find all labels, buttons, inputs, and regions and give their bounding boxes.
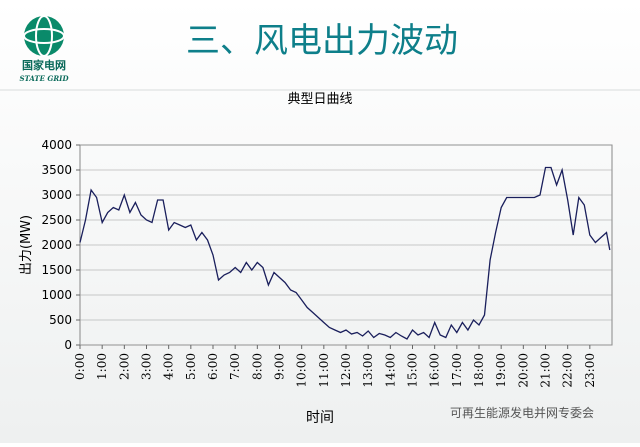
x-tick-label: 3:00: [140, 353, 154, 380]
y-tick-label: 3000: [41, 188, 72, 202]
logo-ring: [35, 15, 53, 57]
x-tick-label: 13:00: [361, 353, 375, 388]
y-tick-label: 1000: [41, 288, 72, 302]
x-tick-label: 6:00: [206, 353, 220, 380]
y-tick-label: 2500: [41, 213, 72, 227]
x-tick-label: 17:00: [450, 353, 464, 388]
x-tick-label: 9:00: [273, 353, 287, 380]
x-tick-label: 1:00: [95, 353, 109, 380]
x-tick-label: 5:00: [184, 353, 198, 380]
x-tick-label: 22:00: [561, 353, 575, 388]
logo-english: STATE GRID: [19, 74, 69, 83]
x-tick-label: 20:00: [516, 353, 530, 388]
x-tick-label: 16:00: [428, 353, 442, 388]
x-tick-label: 15:00: [406, 353, 420, 388]
x-tick-label: 2:00: [117, 353, 131, 380]
y-tick-label: 500: [49, 313, 72, 327]
y-axis-label: 出力(MW): [19, 215, 34, 275]
x-axis-label: 时间: [306, 410, 334, 426]
x-tick-label: 0:00: [73, 353, 87, 380]
logo: 国家电网 STATE GRID: [19, 15, 69, 83]
slide-title: 三、风电出力波动: [186, 21, 458, 61]
x-tick-label: 11:00: [317, 353, 331, 388]
x-tick-label: 18:00: [472, 353, 486, 388]
x-tick-label: 7:00: [228, 353, 242, 380]
x-tick-label: 14:00: [383, 353, 397, 388]
logo-name: 国家电网: [22, 58, 66, 72]
x-tick-label: 21:00: [539, 353, 553, 388]
y-tick-label: 2000: [41, 238, 72, 252]
x-tick-label: 4:00: [162, 353, 176, 380]
chart-title: 典型日曲线: [287, 92, 352, 107]
watermark: 可再生能源发电并网专委会: [450, 405, 594, 420]
y-tick-label: 0: [64, 338, 72, 352]
logo-ring: [23, 28, 65, 44]
y-tick-label: 1500: [41, 263, 72, 277]
y-tick-label: 4000: [41, 138, 72, 152]
x-tick-label: 19:00: [494, 353, 508, 388]
y-tick-label: 3500: [41, 163, 72, 177]
x-tick-label: 8:00: [250, 353, 264, 380]
plot: 0 500 1000 1500 2000 2500 3000 3500 4000 0:00 1:00…: [41, 138, 613, 388]
logo-globe: [24, 16, 64, 56]
x-tick-label: 12:00: [339, 353, 353, 388]
x-tick-label: 10:00: [295, 353, 309, 388]
data-line: [79, 166, 611, 340]
x-tick-label: 23:00: [583, 353, 597, 388]
